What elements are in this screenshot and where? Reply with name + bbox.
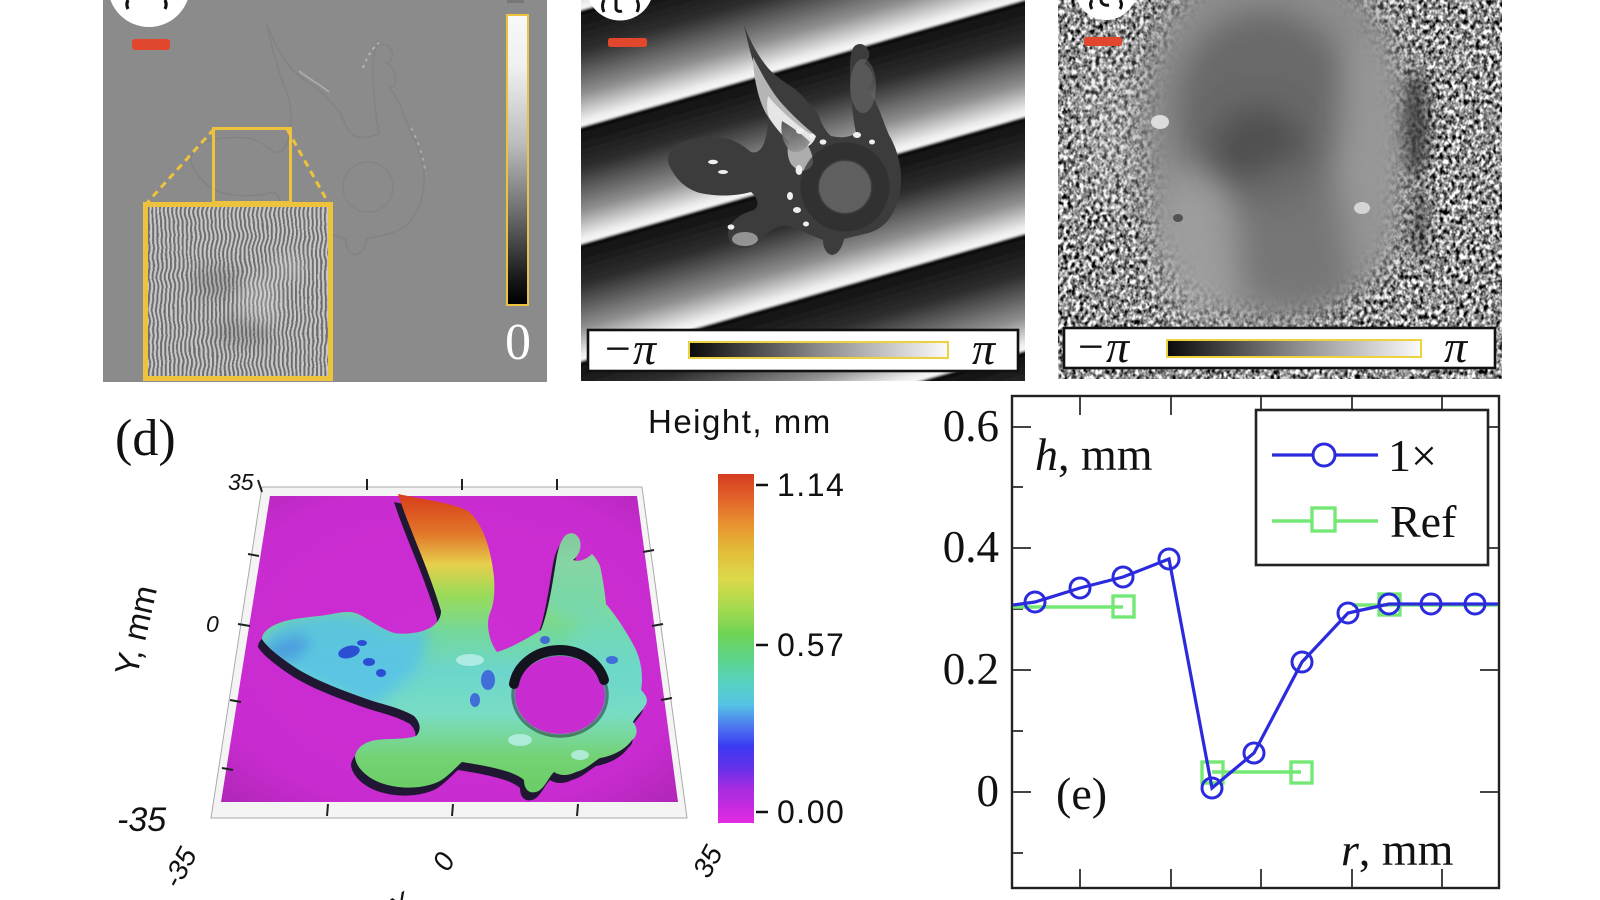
svg-text:Ref: Ref xyxy=(1390,496,1457,547)
svg-text:π: π xyxy=(972,323,997,374)
svg-text:Y, mm: Y, mm xyxy=(108,582,165,679)
svg-text:−π: −π xyxy=(1075,321,1131,372)
svg-text:0.00: 0.00 xyxy=(777,794,845,830)
svg-text:X: X xyxy=(383,886,419,900)
svg-text:-35: -35 xyxy=(117,801,166,839)
svg-text:(e): (e) xyxy=(1056,768,1107,819)
svg-text:1.14: 1.14 xyxy=(777,467,845,503)
svg-text:Height, mm: Height, mm xyxy=(648,403,832,440)
svg-text:0: 0 xyxy=(206,611,219,637)
svg-text:1×: 1× xyxy=(1388,430,1437,481)
svg-text:r, mm: r, mm xyxy=(1341,824,1454,875)
svg-text:0: 0 xyxy=(977,766,1000,816)
svg-text:0: 0 xyxy=(426,847,461,876)
svg-text:0.2: 0.2 xyxy=(943,644,999,694)
svg-text:0.6: 0.6 xyxy=(943,401,999,451)
svg-text:h, mm: h, mm xyxy=(1035,429,1153,480)
svg-text:0.57: 0.57 xyxy=(777,627,845,663)
svg-text:(d): (d) xyxy=(115,410,176,467)
svg-text:π: π xyxy=(1444,321,1469,372)
svg-text:35: 35 xyxy=(687,840,729,882)
svg-text:−π: −π xyxy=(602,323,658,374)
svg-text:0.4: 0.4 xyxy=(943,522,999,572)
svg-text:-35: -35 xyxy=(156,842,203,893)
svg-text:35: 35 xyxy=(228,469,254,495)
